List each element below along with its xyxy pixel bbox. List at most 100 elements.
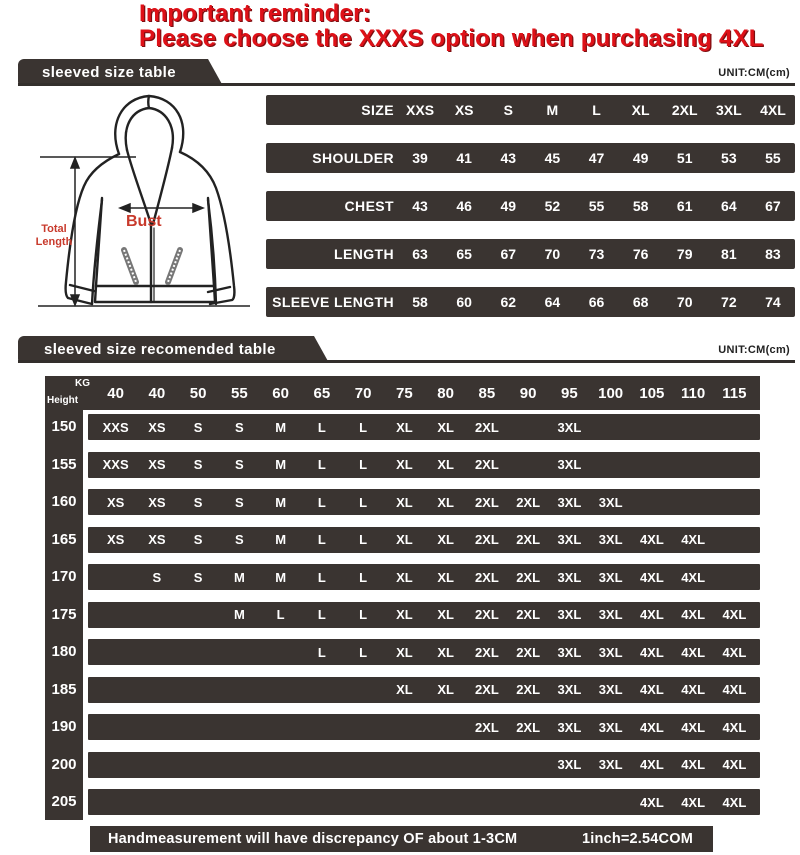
- size-cell: 4XL: [639, 607, 664, 622]
- sleeve-left-inner: [90, 198, 104, 306]
- measure-value: 70: [544, 246, 561, 262]
- banner-label: sleeved size table: [42, 64, 176, 81]
- size-bar: XXS XS S S M L L XL XL 2XL 3XL: [88, 451, 760, 478]
- measure-row: CHEST 43 46 49 52 55 58 61 64 67: [266, 191, 795, 221]
- size-cell: 2XL: [474, 457, 499, 472]
- measure-value: 61: [676, 198, 693, 214]
- size-cell: L: [359, 494, 368, 510]
- size-cell: 4XL: [681, 607, 706, 622]
- size-cell: 3XL: [598, 532, 623, 547]
- measure-value: L: [592, 102, 601, 118]
- weight-header-cell: 60: [272, 384, 289, 402]
- size-cell: 3XL: [598, 719, 623, 735]
- recommended-row: 185 XL XL 2XL 2XL 3XL 3XL 4XL 4XL 4XL: [45, 676, 760, 703]
- measure-value: 67: [500, 246, 517, 262]
- size-cell: 4XL: [639, 569, 664, 585]
- measure-value: 67: [765, 198, 781, 214]
- measure-label: SIZE: [361, 102, 394, 118]
- recommended-row: 200 3XL 3XL 4XL 4XL 4XL: [45, 751, 760, 778]
- size-cell: L: [317, 607, 326, 622]
- measure-label: LENGTH: [334, 246, 394, 262]
- height-label: 175: [51, 605, 77, 623]
- measure-value: 58: [632, 198, 649, 214]
- size-cell: 3XL: [598, 644, 623, 660]
- size-cell: 2XL: [474, 494, 499, 510]
- size-cell: 3XL: [557, 719, 582, 735]
- recommended-row: 160 XS XS S S M L L XL XL 2XL 2XL 3XL 3XL: [45, 489, 760, 515]
- size-cell: XL: [437, 532, 454, 547]
- measure-row: LENGTH 63 65 67 70 73 76 79 81 83: [266, 239, 795, 269]
- size-cell: L: [317, 494, 326, 510]
- size-cell: 2XL: [474, 607, 499, 622]
- measure-value: 64: [721, 198, 737, 214]
- height-column-strip: [45, 376, 83, 820]
- pockets: [121, 247, 183, 285]
- size-bar: XXS XS S S M L L XL XL 2XL 3XL: [88, 414, 760, 440]
- measure-value: 79: [676, 246, 693, 262]
- size-cell: XXS: [102, 457, 129, 472]
- recommended-rows: 150 XXS XS S S M L L XL XL 2XL 3XL 155 XXS XS S S M L L XL XL…: [45, 414, 760, 827]
- bust-label: Bust: [126, 213, 162, 230]
- size-cell: 2XL: [516, 719, 541, 735]
- measure-value: 73: [588, 246, 605, 262]
- size-cell: M: [275, 569, 287, 585]
- size-cell: 2XL: [474, 719, 499, 735]
- arrowhead-up: [69, 155, 81, 169]
- pocket-left-zip: [123, 249, 137, 283]
- measure-value: 51: [676, 150, 693, 166]
- measure-value: 53: [721, 150, 737, 166]
- size-cell: 3XL: [557, 682, 582, 697]
- size-cell: L: [359, 457, 368, 472]
- size-cell: M: [275, 494, 287, 510]
- measure-value: XS: [454, 102, 474, 118]
- sleeve-left: [64, 152, 121, 306]
- size-cell: L: [359, 532, 368, 547]
- size-cell: 3XL: [598, 569, 623, 585]
- measure-value: 45: [544, 150, 561, 166]
- weight-header-cell: 85: [478, 384, 496, 402]
- size-bar: XS XS S S M L L XL XL 2XL 2XL 3XL 3XL: [88, 489, 760, 515]
- size-cell: 2XL: [474, 644, 499, 660]
- pocket-right-zip: [167, 249, 181, 283]
- recommended-row: 205 4XL 4XL 4XL: [45, 789, 760, 815]
- size-cell: M: [233, 569, 245, 585]
- recommended-row: 150 XXS XS S S M L L XL XL 2XL 3XL: [45, 414, 760, 440]
- cuff-right: [206, 285, 232, 294]
- recommended-row: 190 2XL 2XL 3XL 3XL 4XL 4XL 4XL: [45, 714, 760, 740]
- measure-value: S: [503, 102, 513, 118]
- size-cell: 2XL: [516, 569, 541, 585]
- measure-value: 72: [721, 294, 737, 310]
- size-cell: XS: [106, 494, 125, 510]
- size-cell: L: [359, 419, 368, 435]
- size-cell: S: [235, 532, 244, 547]
- banner-sleeved-size-table: sleeved size table: [18, 59, 223, 86]
- size-cell: 3XL: [557, 532, 582, 547]
- measure-row: SHOULDER 39 41 43 45 47 49 51 53 55: [266, 143, 795, 173]
- size-cell: S: [193, 532, 203, 547]
- size-cell: M: [275, 457, 287, 472]
- measure-value: 70: [676, 294, 693, 310]
- height-label: 160: [51, 493, 77, 510]
- size-cell: S: [152, 569, 162, 585]
- size-cell: L: [317, 644, 326, 660]
- weight-header-cell: 65: [313, 384, 331, 402]
- weight-header-cell: 105: [639, 384, 665, 402]
- size-cell: XL: [396, 457, 413, 472]
- size-cell: XL: [396, 494, 413, 510]
- size-cell: L: [359, 607, 368, 622]
- recommended-row: 170 S S M M L L XL XL 2XL 2XL 3XL 3XL 4XL 4XL: [45, 564, 760, 590]
- height-label: 205: [51, 793, 77, 810]
- size-cell: XL: [396, 419, 413, 435]
- size-cell: 3XL: [557, 457, 582, 472]
- sleeve-right: [178, 150, 236, 306]
- arrowhead-right: [192, 202, 206, 214]
- weight-header-cell: 90: [519, 384, 537, 402]
- size-bar: XS XS S S M L L XL XL 2XL 2XL 3XL 3XL 4XL 4XL: [88, 526, 760, 553]
- arrowhead-down: [69, 294, 81, 308]
- size-cell: XL: [437, 644, 454, 660]
- measure-value: M: [546, 102, 559, 118]
- size-cell: 2XL: [474, 532, 499, 547]
- weight-header-cell: 100: [598, 384, 624, 402]
- measure-value: 81: [721, 246, 737, 262]
